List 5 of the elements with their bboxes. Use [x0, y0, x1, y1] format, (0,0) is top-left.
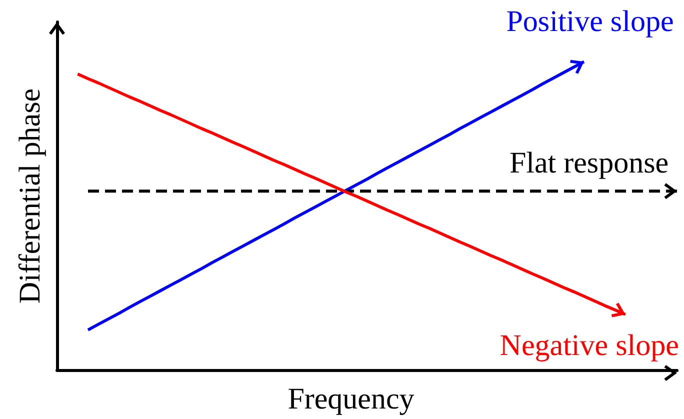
y-axis-title: Differential phase: [14, 88, 46, 304]
x-axis-title: Frequency: [288, 382, 414, 416]
series-label: Flat response: [509, 146, 669, 180]
series-label: Positive slope: [506, 5, 674, 38]
legend-label: Negative slope: [500, 329, 679, 362]
